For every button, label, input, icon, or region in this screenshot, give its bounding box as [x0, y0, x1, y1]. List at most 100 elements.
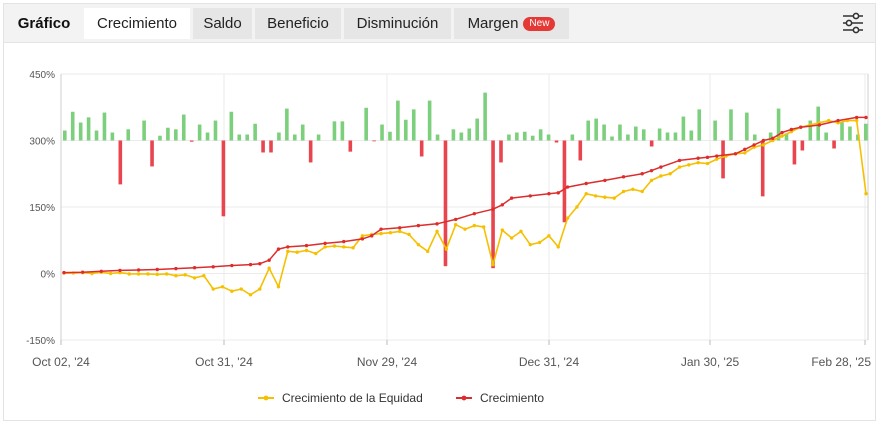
bar-positive	[586, 120, 591, 141]
bar-positive	[94, 130, 99, 141]
equity-growth-point	[146, 272, 150, 276]
growth-point	[677, 158, 682, 163]
x-axis-ticks: Oct 02, '24 Oct 31, '24 Nov 29, '24 Dec 31,…	[32, 355, 871, 369]
tab-saldo[interactable]: Saldo	[193, 8, 252, 39]
growth-point	[155, 267, 159, 272]
equity-growth-point	[743, 151, 747, 155]
equity-growth-point	[453, 223, 458, 227]
equity-growth-point	[211, 287, 215, 291]
bar-positive	[570, 134, 575, 141]
legend-growth-marker	[461, 395, 467, 401]
growth-point	[267, 258, 271, 262]
growth-point	[584, 181, 588, 186]
bar-negative	[499, 140, 503, 163]
bar-positive	[848, 126, 852, 141]
sliders-icon[interactable]	[841, 11, 865, 35]
equity-growth-point	[631, 187, 635, 191]
growth-point	[286, 245, 290, 249]
bar-positive	[768, 132, 773, 141]
growth-point	[342, 239, 346, 244]
bar-negative	[721, 140, 725, 179]
bar-positive	[856, 134, 860, 141]
growth-point	[761, 138, 766, 143]
bar-negative	[221, 140, 226, 217]
equity-growth-point	[864, 192, 868, 196]
growth-point	[398, 226, 402, 230]
growth-point	[817, 123, 822, 127]
growth-point	[836, 118, 840, 123]
bar-positive	[63, 130, 67, 141]
growth-point	[453, 217, 458, 222]
equity-growth-point	[164, 272, 169, 276]
bar-positive	[388, 131, 392, 141]
equity-growth-point	[556, 245, 560, 249]
growth-point	[696, 156, 700, 160]
bar-positive	[332, 121, 337, 141]
bar-negative	[419, 140, 424, 157]
equity-growth-point	[621, 189, 626, 194]
bar-negative	[118, 140, 123, 185]
equity-growth-point	[463, 227, 467, 231]
bar-negative	[150, 140, 154, 167]
growth-point	[416, 223, 421, 228]
equity-growth-point	[398, 229, 402, 234]
growth-point	[230, 263, 234, 268]
equity-growth-point	[612, 196, 616, 200]
growth-point	[370, 234, 374, 238]
tab-beneficio[interactable]: Beneficio	[255, 8, 341, 39]
equity-growth-point	[826, 118, 831, 123]
growth-point	[705, 155, 710, 160]
bar-positive	[665, 132, 670, 141]
bar-positive	[237, 134, 242, 141]
tab-crecimiento[interactable]: Crecimiento	[84, 8, 190, 39]
bar-positive	[411, 109, 416, 141]
equity-growth-point	[174, 274, 178, 278]
bar-positive	[459, 132, 464, 141]
equity-growth-point	[323, 245, 327, 249]
tab-disminucion[interactable]: Disminución	[344, 8, 451, 39]
bar-positive	[451, 129, 456, 141]
y-axis-ticks: 450% 300% 150% 0% -150%	[26, 70, 55, 347]
equity-growth-point	[854, 118, 859, 123]
bar-positive	[166, 127, 170, 141]
y-tick-label: 150%	[29, 203, 55, 214]
bar-positive	[729, 109, 733, 141]
bar-negative	[760, 140, 765, 197]
equity-growth-point	[509, 236, 514, 240]
growth-point	[528, 194, 532, 198]
growth-point	[864, 115, 868, 120]
equity-growth-point	[640, 189, 644, 194]
bar-positive	[229, 111, 234, 141]
x-tick-label: Dec 31, '24	[519, 355, 580, 369]
bar-positive	[538, 129, 543, 141]
equity-growth-point	[547, 234, 551, 238]
equity-growth-point	[183, 273, 187, 277]
growth-point	[509, 196, 514, 200]
bar-positive	[483, 92, 487, 141]
bar-negative	[578, 140, 583, 161]
growth-point	[435, 222, 439, 226]
equity-growth-point	[332, 244, 337, 248]
equity-growth-point	[286, 249, 290, 254]
bar-positive	[340, 121, 345, 141]
tab-margen[interactable]: Margen New	[454, 8, 569, 39]
growth-point	[248, 262, 253, 267]
bar-negative	[189, 140, 194, 142]
new-badge: New	[523, 17, 556, 31]
bar-positive	[618, 124, 622, 141]
equity-growth-point	[351, 246, 355, 250]
bar-negative	[554, 140, 559, 143]
growth-point	[547, 192, 551, 196]
bar-positive	[713, 120, 717, 141]
growth-chart: 450% 300% 150% 0% -150% Oct 02, '24 Oct 31, '…	[26, 70, 871, 405]
legend-equity-marker	[263, 395, 269, 401]
growth-point	[743, 147, 747, 152]
equity-growth-point	[388, 231, 393, 235]
x-tick-label: Jan 30, '25	[681, 355, 740, 369]
growth-point	[780, 130, 784, 135]
bar-positive	[530, 135, 535, 141]
equity-growth-point	[435, 229, 439, 234]
equity-growth-point	[314, 251, 318, 256]
bar-negative	[443, 140, 448, 267]
growth-point	[192, 266, 197, 270]
